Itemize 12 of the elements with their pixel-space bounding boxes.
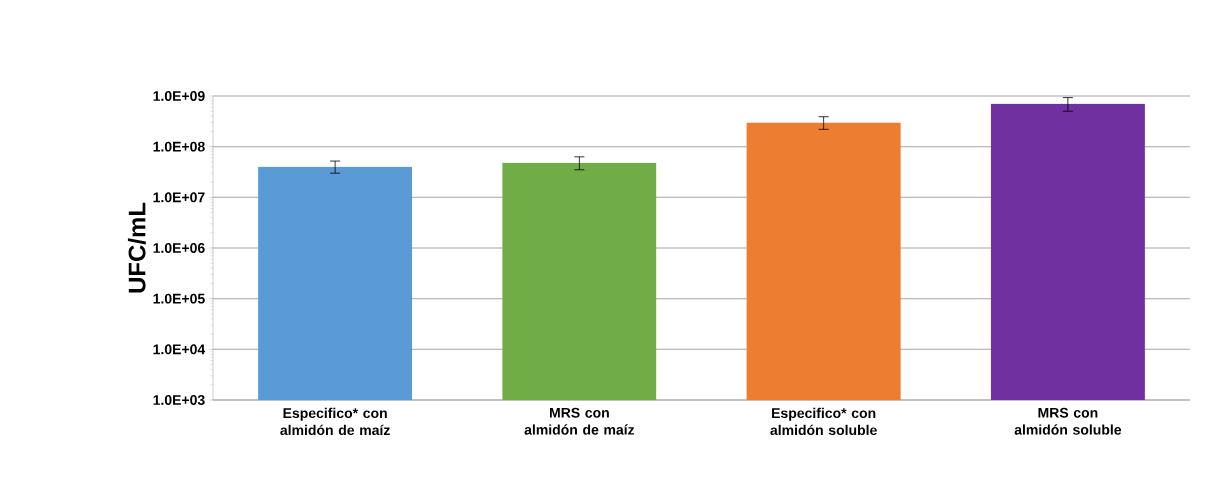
y-axis-title: UFC/mL <box>127 202 146 293</box>
y-tick-label: 1.0E+09 <box>153 91 205 101</box>
y-tick-label: 1.0E+03 <box>153 395 205 405</box>
y-tick-label: 1.0E+04 <box>153 344 206 355</box>
x-tick-label: Especifico* con almidón soluble <box>770 407 877 436</box>
y-tick-label: 1.0E+06 <box>153 243 205 253</box>
y-tick-label: 1.0E+08 <box>153 141 205 152</box>
x-tick-label: MRS con almidón soluble <box>1014 407 1122 435</box>
y-tick-label: 1.0E+05 <box>153 293 205 304</box>
x-tick-label: MRS con almidón de maíz <box>524 407 635 435</box>
y-tick-label: 1.0E+07 <box>153 192 205 203</box>
x-tick-label: Especifico* con almidón de maíz <box>280 407 390 436</box>
